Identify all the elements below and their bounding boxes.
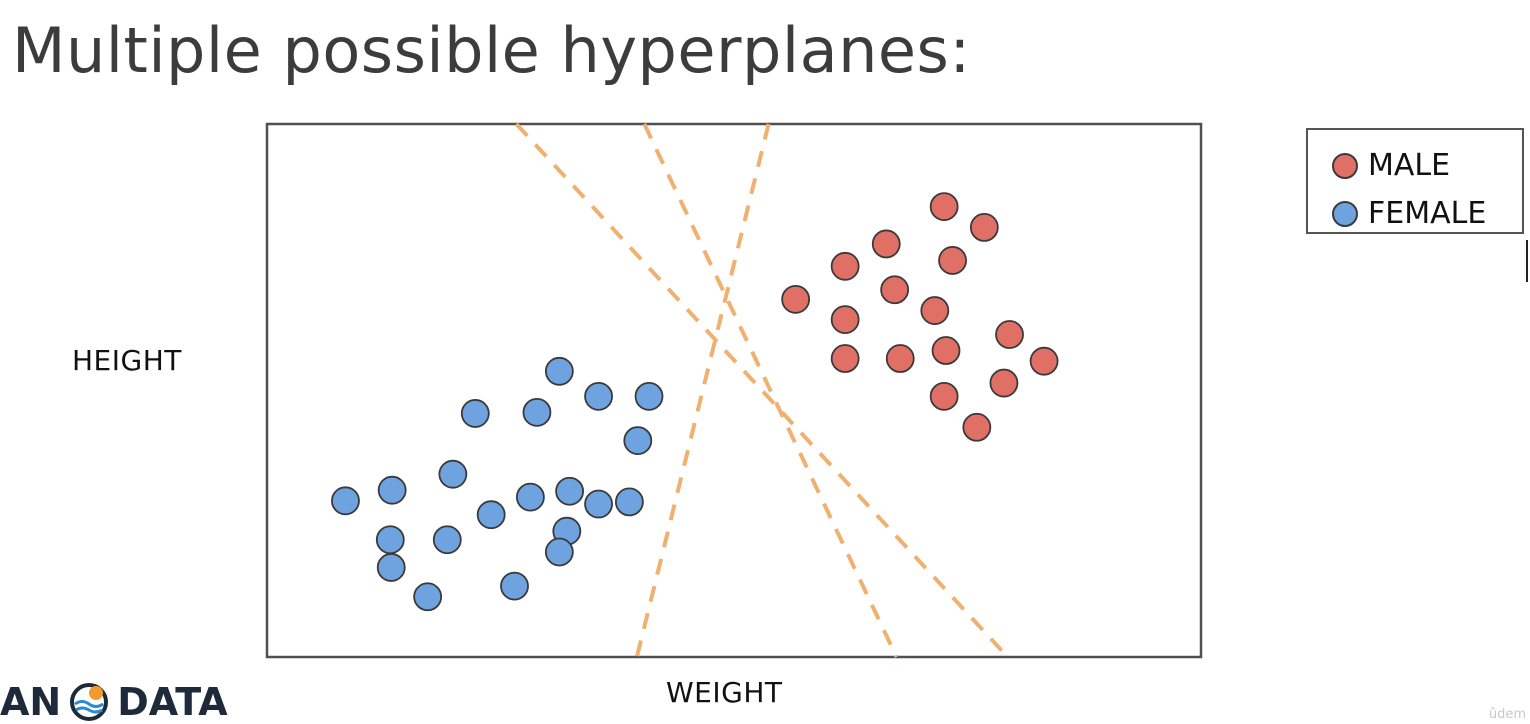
- male-swatch-icon: [1332, 152, 1358, 179]
- y-axis-label: HEIGHT: [72, 344, 182, 377]
- legend-label-female: FEMALE: [1368, 196, 1487, 231]
- female-point: [614, 487, 644, 517]
- data-points: [331, 192, 1059, 612]
- female-point: [544, 537, 574, 567]
- brand-left-text: AN: [0, 680, 62, 724]
- stray-cursor-mark: [1526, 240, 1528, 282]
- brand-right-text: DATA: [117, 680, 228, 724]
- slide-title: Multiple possible hyperplanes:: [12, 14, 971, 87]
- male-point: [871, 229, 901, 259]
- female-point: [584, 381, 613, 411]
- male-point: [1029, 346, 1059, 376]
- male-point: [969, 213, 999, 242]
- female-swatch-icon: [1332, 200, 1358, 227]
- female-point: [522, 397, 552, 427]
- plot-frame: [265, 122, 1203, 659]
- female-point: [438, 459, 468, 489]
- female-point: [634, 381, 664, 411]
- female-point: [377, 475, 407, 505]
- legend: MALE FEMALE: [1306, 128, 1524, 234]
- male-point: [885, 344, 915, 373]
- male-point: [929, 381, 959, 411]
- sun-wave-logo-icon: [70, 683, 109, 721]
- x-axis-label: WEIGHT: [666, 676, 783, 709]
- brand-logo-text: AN DATA: [0, 680, 228, 724]
- male-point: [880, 275, 910, 305]
- watermark: ûdem: [1488, 707, 1526, 722]
- female-point: [375, 525, 405, 555]
- legend-item-male: MALE: [1332, 148, 1450, 183]
- female-point: [331, 486, 360, 516]
- male-point: [830, 344, 860, 373]
- female-point: [623, 426, 653, 456]
- female-point: [555, 476, 585, 506]
- female-point: [584, 489, 613, 519]
- male-point: [995, 320, 1024, 349]
- female-point: [413, 582, 443, 612]
- female-point: [515, 482, 545, 512]
- male-point: [931, 336, 961, 365]
- female-point: [544, 356, 574, 386]
- male-point: [938, 246, 967, 275]
- female-point: [460, 399, 490, 428]
- hyperplane-lines: [514, 122, 1010, 659]
- male-point: [920, 296, 950, 325]
- female-point: [476, 500, 506, 530]
- male-point: [830, 305, 860, 335]
- male-point: [781, 284, 811, 314]
- male-point: [830, 251, 860, 281]
- legend-item-female: FEMALE: [1332, 196, 1486, 231]
- hyperplane-line-1: [514, 122, 1010, 659]
- male-point: [962, 412, 992, 442]
- female-point: [376, 553, 406, 582]
- hyperplane-line-3: [634, 123, 771, 658]
- female-point: [500, 571, 529, 601]
- male-point: [929, 192, 959, 222]
- female-point: [432, 525, 462, 555]
- legend-label-male: MALE: [1368, 148, 1451, 183]
- hyperplane-line-2: [642, 123, 899, 658]
- male-point: [989, 368, 1019, 398]
